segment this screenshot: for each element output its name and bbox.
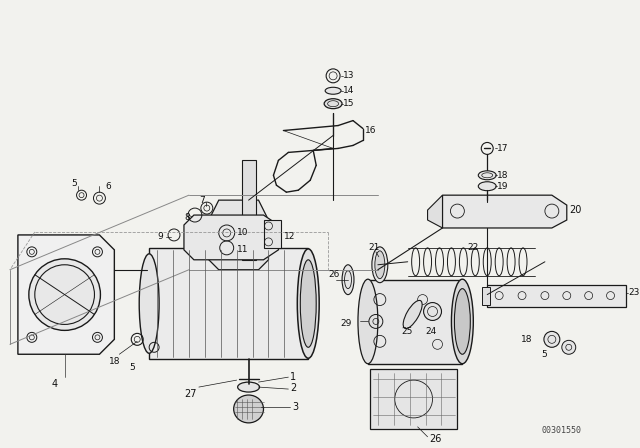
Text: 29: 29 bbox=[340, 319, 351, 328]
Text: 22: 22 bbox=[467, 243, 479, 252]
Text: 17: 17 bbox=[497, 144, 509, 153]
Text: 14: 14 bbox=[343, 86, 355, 95]
Bar bbox=[242, 160, 255, 260]
Text: 6: 6 bbox=[106, 182, 111, 191]
Text: 26: 26 bbox=[328, 270, 339, 279]
Ellipse shape bbox=[478, 182, 496, 191]
Ellipse shape bbox=[403, 301, 422, 328]
Text: 21: 21 bbox=[368, 243, 380, 252]
Text: 24: 24 bbox=[426, 327, 437, 336]
Text: 5: 5 bbox=[541, 350, 547, 359]
Text: 13: 13 bbox=[343, 71, 355, 80]
Text: 23: 23 bbox=[628, 288, 640, 297]
Text: 15: 15 bbox=[343, 99, 355, 108]
Text: 26: 26 bbox=[429, 434, 442, 444]
Text: 18: 18 bbox=[520, 335, 532, 344]
Ellipse shape bbox=[478, 171, 496, 180]
Ellipse shape bbox=[454, 289, 470, 354]
Ellipse shape bbox=[325, 87, 341, 94]
Ellipse shape bbox=[237, 382, 260, 392]
Ellipse shape bbox=[342, 265, 354, 295]
Ellipse shape bbox=[451, 279, 474, 364]
Polygon shape bbox=[18, 235, 115, 354]
Text: 9: 9 bbox=[157, 233, 163, 241]
Ellipse shape bbox=[375, 251, 385, 279]
Text: 5: 5 bbox=[129, 363, 135, 372]
Ellipse shape bbox=[29, 259, 100, 330]
Text: 25: 25 bbox=[402, 327, 413, 336]
Text: 11: 11 bbox=[237, 246, 248, 254]
Bar bbox=[487, 284, 627, 306]
Ellipse shape bbox=[300, 260, 316, 347]
Bar bbox=[264, 220, 282, 248]
Text: 20: 20 bbox=[569, 205, 581, 215]
Polygon shape bbox=[209, 200, 268, 270]
Ellipse shape bbox=[372, 247, 388, 283]
Text: 00301550: 00301550 bbox=[542, 426, 582, 435]
Polygon shape bbox=[149, 248, 308, 359]
Text: 8: 8 bbox=[184, 212, 189, 222]
Text: 1: 1 bbox=[291, 372, 296, 382]
Bar bbox=[370, 369, 458, 429]
Polygon shape bbox=[428, 195, 442, 228]
Text: 7: 7 bbox=[199, 196, 205, 205]
Text: 19: 19 bbox=[497, 182, 509, 191]
Ellipse shape bbox=[324, 99, 342, 109]
Text: 5: 5 bbox=[72, 179, 77, 188]
Ellipse shape bbox=[298, 249, 319, 358]
Text: 27: 27 bbox=[184, 389, 196, 399]
Ellipse shape bbox=[140, 254, 159, 353]
Bar bbox=[483, 287, 490, 305]
Text: 10: 10 bbox=[237, 228, 248, 237]
Text: 3: 3 bbox=[292, 402, 298, 412]
Text: 18: 18 bbox=[497, 171, 509, 180]
Text: 16: 16 bbox=[365, 126, 376, 135]
Ellipse shape bbox=[234, 395, 264, 423]
Polygon shape bbox=[184, 215, 278, 260]
Circle shape bbox=[424, 302, 442, 320]
Text: 4: 4 bbox=[52, 379, 58, 389]
Text: 2: 2 bbox=[291, 383, 296, 393]
Ellipse shape bbox=[358, 279, 378, 364]
Circle shape bbox=[562, 340, 576, 354]
Text: 12: 12 bbox=[284, 233, 296, 241]
Bar bbox=[368, 280, 462, 364]
Circle shape bbox=[544, 332, 560, 347]
Text: 18: 18 bbox=[109, 357, 121, 366]
Polygon shape bbox=[442, 195, 567, 228]
